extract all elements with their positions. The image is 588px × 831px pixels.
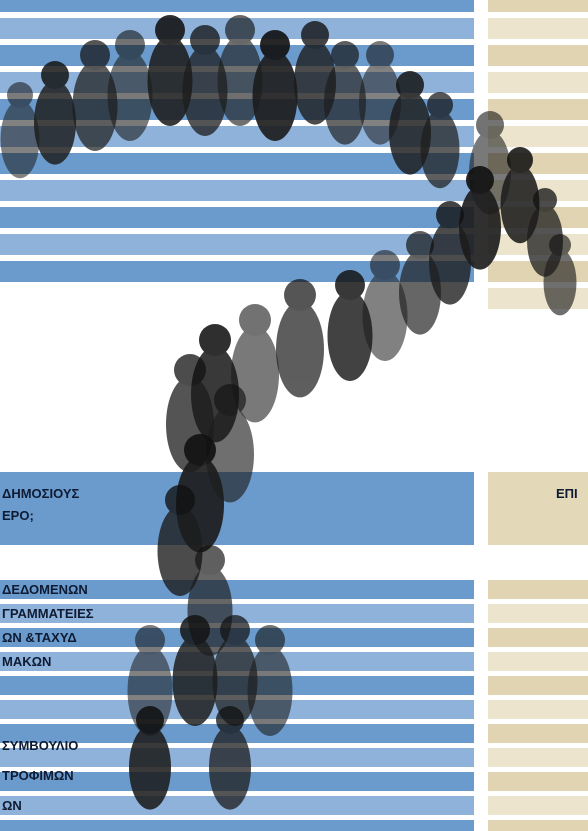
list-item: ΤΡΟΦΙΜΩΝ xyxy=(2,768,74,784)
list-item: ΩΝ xyxy=(2,798,22,814)
figure xyxy=(1,82,40,178)
figure xyxy=(248,625,293,736)
figure xyxy=(108,30,153,141)
crowd-illustration xyxy=(0,0,588,831)
question-line: ΔΗΜΟΣΙΟΥΣ xyxy=(2,486,79,502)
figure xyxy=(328,270,373,381)
list-item: ΩΝ &ΤΑΧΥΔ xyxy=(2,630,77,646)
list-item: ΓΡΑΜΜΑΤΕΙΕΣ xyxy=(2,606,94,622)
figure xyxy=(34,61,76,165)
list-item: ΔΕΔΟΜΕΝΩΝ xyxy=(2,582,88,598)
figure xyxy=(276,279,324,397)
figure xyxy=(253,30,298,141)
page: ΔΗΜΟΣΙΟΥΣ ΕΡΟ; ΕΠΙ ΔΕΔΟΜΕΝΩΝ ΓΡΑΜΜΑΤΕΙΕΣ Ω… xyxy=(0,0,588,831)
question-line: ΕΡΟ; xyxy=(2,508,34,524)
list-item: ΜΑΚΩΝ xyxy=(2,654,51,670)
list-item: ΣΥΜΒΟΥΛΙΟ xyxy=(2,738,78,754)
right-heading: ΕΠΙ xyxy=(556,486,578,502)
